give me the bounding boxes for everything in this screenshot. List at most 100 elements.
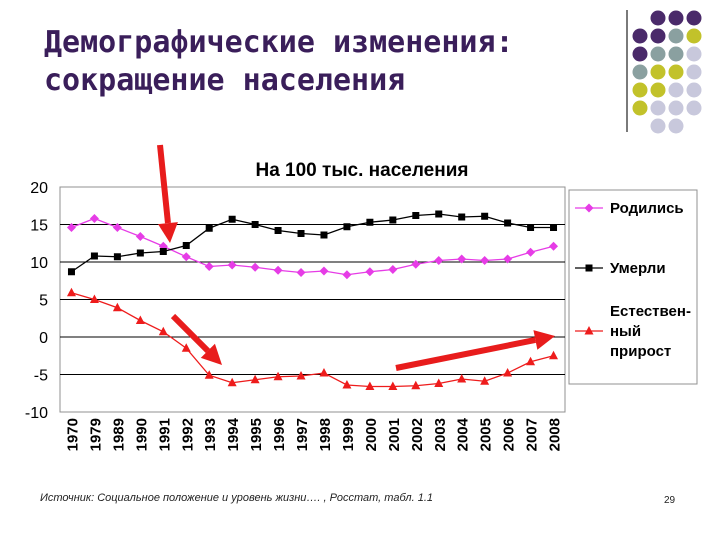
- x-tick-label: 1994: [225, 417, 242, 451]
- decorative-dot: [686, 82, 702, 98]
- legend-label: прирост: [610, 343, 671, 360]
- chart-title: На 100 тыс. населения: [255, 160, 468, 181]
- annotation-arrow: [395, 330, 555, 371]
- data-point: [435, 210, 443, 218]
- slide-title: Демографические изменения: сокращение на…: [44, 24, 604, 100]
- data-point: [343, 223, 351, 231]
- legend-label: Родились: [610, 200, 684, 217]
- series-line: [71, 213, 554, 273]
- data-point: [342, 270, 352, 280]
- legend-item-natural: Естествен-ный прирост: [575, 303, 691, 360]
- legend-label: ный: [610, 323, 641, 340]
- data-point: [112, 223, 122, 232]
- data-point: [66, 223, 76, 232]
- data-point: [527, 224, 535, 231]
- x-tick-label: 2005: [478, 418, 495, 451]
- data-point: [503, 254, 513, 264]
- data-point: [526, 356, 536, 366]
- slide-title-line-1: Демографические изменения:: [44, 25, 514, 60]
- x-tick-label: 1998: [317, 418, 334, 451]
- x-tick-label: 1989: [110, 418, 127, 451]
- decorative-dot: [668, 28, 684, 44]
- data-point: [89, 294, 99, 303]
- decorative-dot: [686, 46, 702, 62]
- data-point: [549, 241, 559, 251]
- data-point: [457, 374, 467, 383]
- data-point: [389, 216, 397, 224]
- decorative-dot: [632, 100, 648, 116]
- series-group: [66, 210, 559, 390]
- data-point: [273, 265, 283, 275]
- page-number: 29: [664, 495, 676, 506]
- data-point: [296, 268, 306, 277]
- data-point: [319, 266, 329, 276]
- decorative-dot: [686, 28, 702, 44]
- y-tick-label: 5: [39, 293, 48, 310]
- data-point: [251, 221, 259, 228]
- decorative-dot: [668, 118, 684, 134]
- data-point: [549, 350, 559, 360]
- x-tick-label: 1995: [248, 418, 265, 451]
- decorative-dot: [650, 118, 666, 134]
- legend-box: [568, 189, 698, 385]
- decorative-dot: [650, 46, 666, 62]
- x-tick-label: 2003: [432, 418, 449, 451]
- data-point: [296, 371, 306, 380]
- y-tick-label: 0: [39, 330, 48, 347]
- y-tick-label: -10: [25, 405, 48, 422]
- x-tick-label: 2004: [455, 417, 472, 451]
- data-point: [250, 262, 260, 272]
- data-point: [135, 232, 145, 241]
- decorative-dot: [668, 64, 684, 80]
- data-point: [67, 268, 75, 276]
- slide-title-line-2: сокращение населения: [44, 63, 406, 98]
- data-point: [480, 256, 490, 265]
- data-point: [227, 260, 237, 270]
- series-born: [66, 214, 559, 280]
- decorative-dot: [632, 64, 648, 80]
- data-point: [388, 381, 398, 390]
- legend-item-born: Родились: [575, 200, 684, 217]
- data-point: [480, 376, 490, 385]
- x-tick-label: 1996: [271, 418, 288, 451]
- decorative-dot: [632, 82, 648, 98]
- series-line: [71, 292, 554, 388]
- data-point: [585, 264, 593, 272]
- x-tick-label: 2008: [547, 418, 564, 451]
- data-point: [158, 326, 168, 336]
- decorative-divider: [626, 10, 628, 132]
- data-point: [526, 247, 536, 257]
- legend: Родились Умерли Естествен-ный прирост: [575, 200, 691, 360]
- decorative-dot: [650, 82, 666, 98]
- x-tick-label: 1990: [133, 418, 150, 451]
- data-point: [181, 252, 191, 262]
- annotation-arrows: [157, 144, 555, 371]
- data-point: [457, 254, 467, 264]
- data-point: [250, 374, 260, 384]
- line-chart: На 100 тыс. населения 20 15 10 5 0 -5 -10 1970…: [25, 144, 698, 451]
- data-point: [388, 265, 398, 274]
- data-point: [113, 253, 121, 261]
- x-tick-label: 1991: [156, 418, 173, 451]
- data-point: [297, 230, 305, 237]
- data-point: [550, 224, 558, 231]
- decorative-dot: [650, 10, 666, 26]
- data-point: [365, 381, 375, 390]
- data-point: [504, 219, 512, 227]
- data-point: [205, 224, 213, 232]
- data-point: [584, 326, 594, 335]
- decorative-dot: [686, 10, 702, 26]
- data-point: [66, 287, 76, 297]
- y-tick-label: -5: [34, 368, 48, 385]
- data-point: [181, 343, 191, 352]
- x-tick-label: 2002: [409, 418, 426, 451]
- arrow-shaft: [395, 337, 536, 371]
- data-point: [182, 242, 190, 249]
- legend-label: Естествен-: [610, 303, 691, 320]
- data-point: [320, 231, 328, 239]
- annotation-arrow: [157, 144, 178, 243]
- y-tick-label: 15: [30, 218, 48, 235]
- decorative-dot: [632, 28, 648, 44]
- series-natural: [66, 287, 559, 390]
- data-point: [584, 203, 594, 213]
